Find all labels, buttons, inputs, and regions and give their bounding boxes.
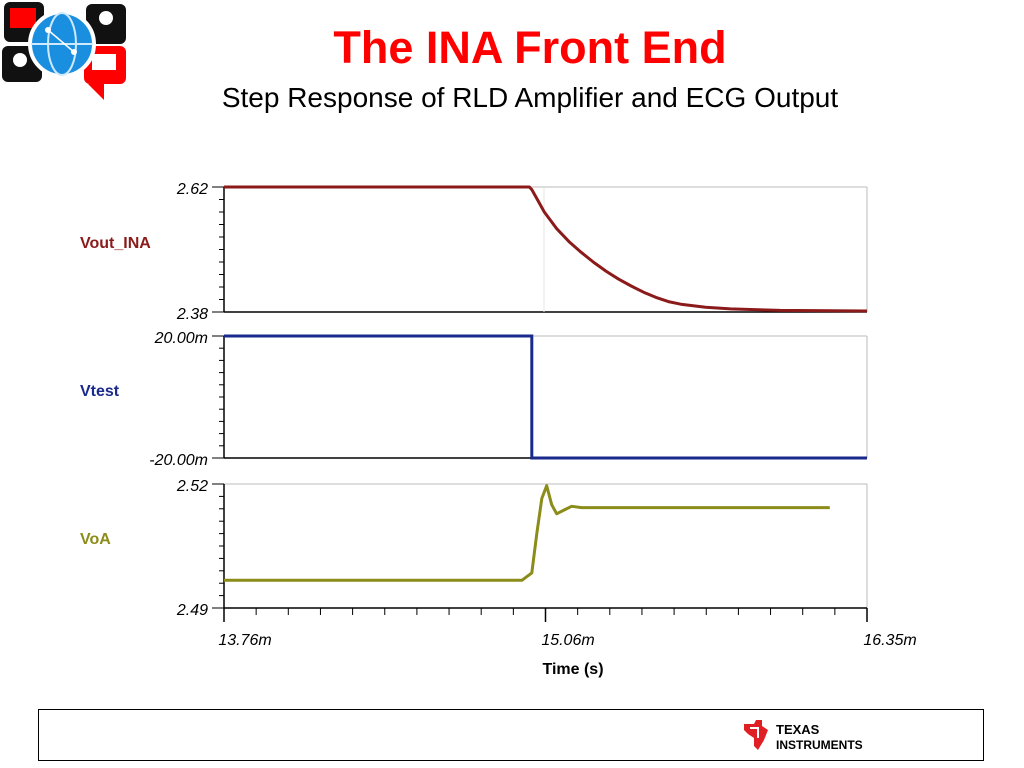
page-subtitle: Step Response of RLD Amplifier and ECG O… (221, 82, 839, 113)
x-tick-label-end: 16.35m (863, 632, 916, 649)
series-line-voa (224, 484, 830, 582)
brand-text-line1: TEXAS (776, 722, 820, 737)
x-axis-ticks (223, 608, 868, 622)
x-tick-label-mid: 15.06m (541, 632, 594, 649)
y-tick-label-voa-bottom: 2.49 (176, 602, 208, 619)
y-tick-label-vout-top: 2.62 (176, 181, 208, 198)
footer-bar (38, 709, 984, 761)
series-label-voa: VoA (80, 531, 111, 548)
x-tick-label-start: 13.76m (218, 632, 271, 649)
y-tick-label-vout-bottom: 2.38 (176, 306, 208, 323)
brand-text-line2: INSTRUMENTS (776, 738, 863, 752)
network-globe-icon (2, 2, 126, 100)
step-response-chart: 2.62 2.38 20.00m -20.00m 2.52 2.49 Vout_… (80, 181, 917, 678)
series-label-vtest: Vtest (80, 383, 120, 400)
y-axis-minor-ticks (212, 186, 224, 609)
panel-frame-vtest (223, 335, 868, 459)
y-tick-label-vtest-bottom: -20.00m (149, 452, 208, 469)
series-label-vout-ina: Vout_INA (80, 235, 151, 252)
y-tick-label-vtest-top: 20.00m (154, 330, 208, 347)
series-line-vtest (224, 334, 867, 460)
texas-instruments-logo-icon: TEXAS INSTRUMENTS (744, 720, 863, 752)
panel-frame-voa (223, 483, 868, 609)
panel-frame-vout-ina (223, 186, 868, 313)
y-tick-label-voa-top: 2.52 (176, 478, 208, 495)
page-title: The INA Front End (333, 22, 727, 73)
series-line-vout-ina (224, 185, 868, 313)
x-axis-label: Time (s) (542, 661, 603, 678)
